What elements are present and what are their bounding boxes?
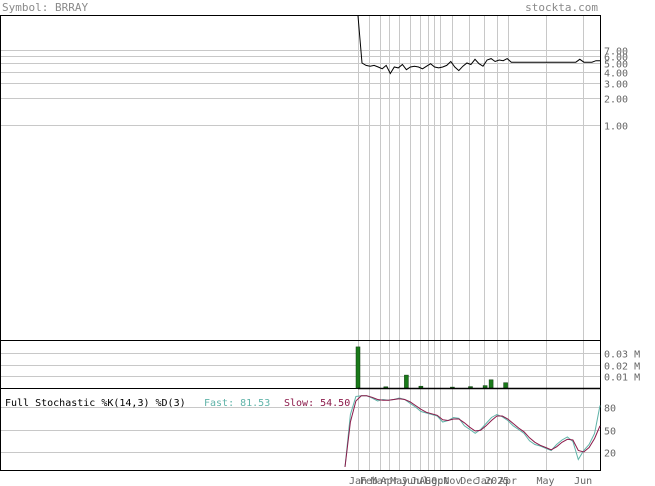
x-tick-label: Jan xyxy=(475,476,493,486)
x-tick-label: 2025 xyxy=(485,476,509,486)
x-tick-label: Jun xyxy=(574,476,592,486)
x-tick-label: Nov xyxy=(443,476,461,486)
volume-tick-label: 0.02 M xyxy=(604,362,640,373)
stoch-slow-line xyxy=(344,395,601,468)
x-tick-label: Feb xyxy=(360,476,378,486)
price-series xyxy=(357,15,600,75)
stochastic-panel xyxy=(0,388,601,471)
x-tick-label: Jun xyxy=(401,476,419,486)
price-tick-label: 7.00 xyxy=(604,47,628,58)
x-tick-label: Oct xyxy=(431,476,449,486)
x-tick-label: Apr xyxy=(380,476,398,486)
price-panel xyxy=(0,15,601,341)
stoch-tick-label: 80 xyxy=(604,404,616,415)
volume-series xyxy=(355,346,600,390)
volume-bar xyxy=(482,385,488,389)
price-tick-label: 3.00 xyxy=(604,80,628,91)
stoch-tick-label: 50 xyxy=(604,427,616,438)
volume-tick-label: 0.01 M xyxy=(604,373,640,384)
x-tick-label: Dec xyxy=(460,476,478,486)
axes: 7.006.005.004.003.00 2.00 1.00 0.03 M0.02 M… xyxy=(349,47,640,486)
volume-panel xyxy=(0,340,601,389)
x-tick-label: Apr xyxy=(499,476,517,486)
volume-bar xyxy=(418,385,424,389)
site-label: stockta.com xyxy=(525,1,598,14)
stoch-fast-line xyxy=(344,395,601,468)
price-line xyxy=(357,15,600,75)
volume-bar xyxy=(503,382,508,389)
stochastic-series xyxy=(344,395,601,468)
symbol-label: Symbol: BRRAY xyxy=(2,1,88,14)
volume-bar xyxy=(404,374,409,389)
fast-label: Fast: 81.53 xyxy=(204,398,270,409)
x-tick-label: Jan xyxy=(349,476,367,486)
x-tick-label: May xyxy=(536,476,554,486)
stochastic-title: Full Stochastic %K(14,3) %D(3) xyxy=(5,398,186,409)
price-tick-label: 6.00 xyxy=(604,53,628,64)
x-tick-label: May xyxy=(390,476,408,486)
x-tick-label: Sep xyxy=(425,476,443,486)
price-tick-label: 2.00 xyxy=(604,95,628,106)
volume-bar xyxy=(488,379,494,389)
volume-bar xyxy=(355,346,361,389)
price-tick-label: 5.00 xyxy=(604,60,628,71)
x-tick-label: Jul xyxy=(411,476,429,486)
volume-tick-label: 0.03 M xyxy=(604,350,640,361)
price-tick-label: 4.00 xyxy=(604,69,628,80)
x-tick-label: Aug xyxy=(419,476,437,486)
slow-label: Slow: 54.50 xyxy=(284,398,350,409)
x-tick-label: Mar xyxy=(371,476,389,486)
price-tick-label: 1.00 xyxy=(604,122,628,133)
stoch-tick-label: 20 xyxy=(604,449,616,460)
grid xyxy=(1,16,600,470)
